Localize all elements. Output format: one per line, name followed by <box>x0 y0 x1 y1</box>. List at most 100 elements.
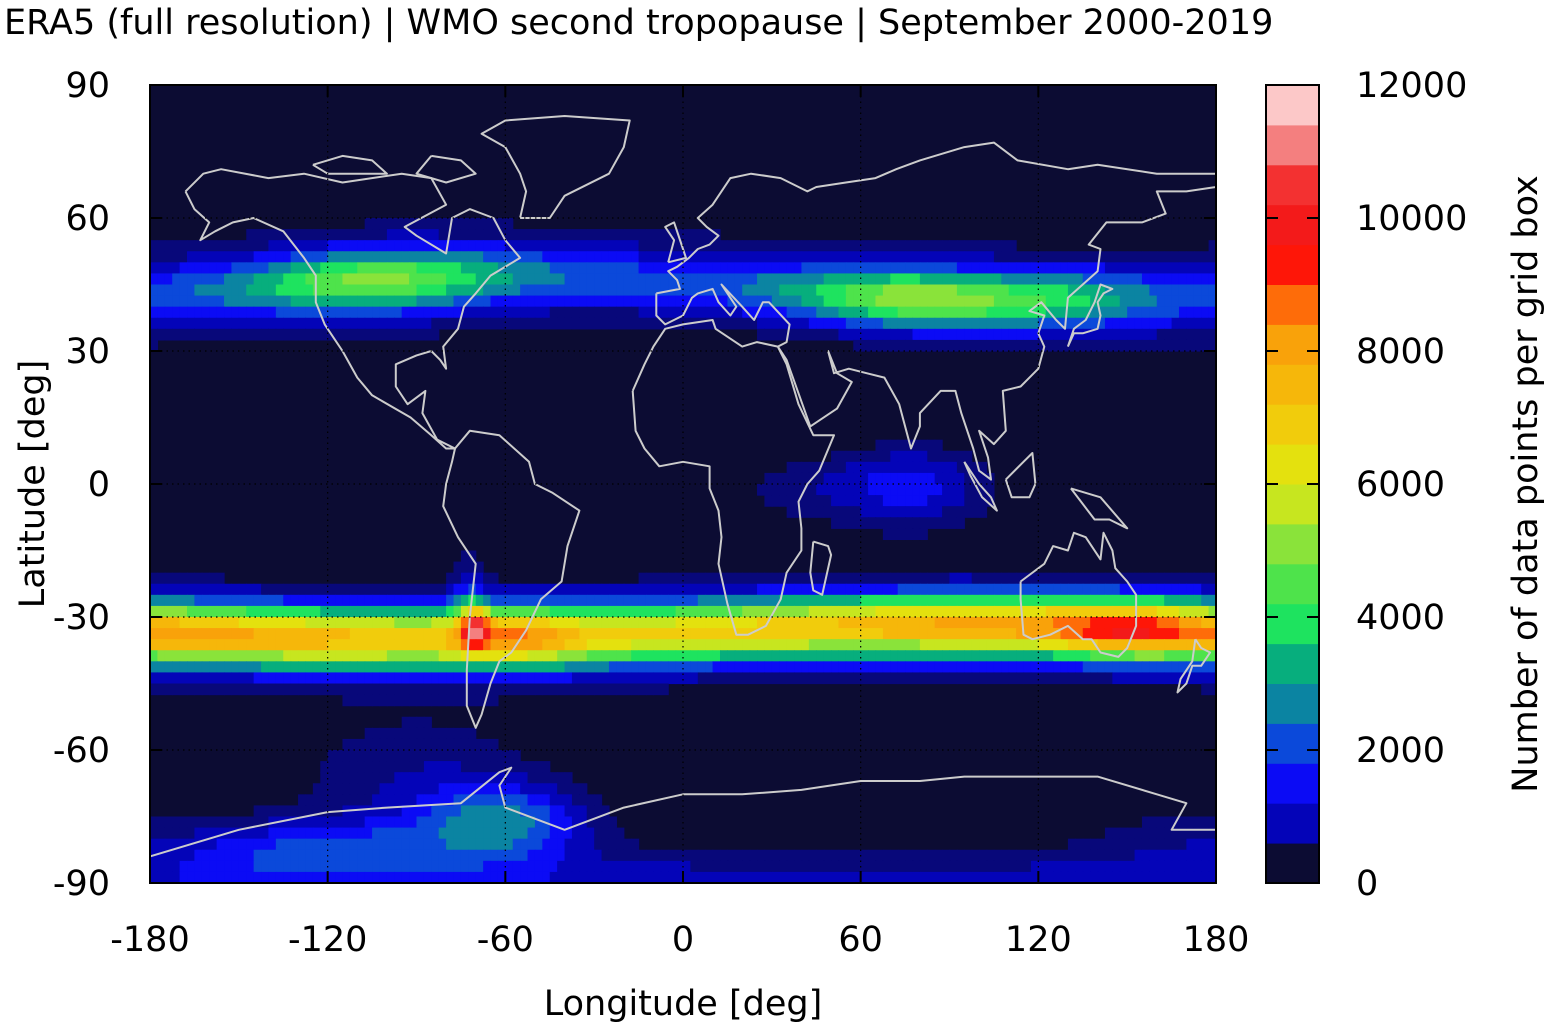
field-cell <box>786 860 795 873</box>
field-cell <box>653 273 662 286</box>
field-cell <box>1045 849 1054 862</box>
field-cell <box>816 605 825 618</box>
field-cell <box>860 295 869 308</box>
colorbar-bin <box>1266 244 1319 285</box>
field-cell <box>1082 628 1091 640</box>
field-cell <box>261 605 270 618</box>
field-cell <box>542 306 551 319</box>
field-cell <box>734 650 743 662</box>
field-cell <box>1178 860 1187 873</box>
field-cell <box>697 583 706 596</box>
coastline <box>1004 452 1037 499</box>
field-cell <box>238 328 247 341</box>
field-cell <box>520 871 529 883</box>
field-cell <box>209 605 218 618</box>
field-cell <box>845 240 854 252</box>
field-cell <box>320 295 329 308</box>
field-cell <box>542 617 551 629</box>
field-cell <box>312 639 321 651</box>
field-cell <box>320 273 329 286</box>
field-cell <box>394 871 403 883</box>
field-cell <box>401 605 410 618</box>
field-cell <box>831 262 840 275</box>
field-cell <box>261 683 270 696</box>
field-cell <box>668 650 677 662</box>
field-cell <box>231 639 240 651</box>
field-cell <box>557 860 566 873</box>
field-cell <box>823 672 832 685</box>
field-cell <box>1060 328 1069 341</box>
field-cell <box>986 572 995 585</box>
field-cell <box>475 617 484 629</box>
field-cell <box>1008 240 1017 252</box>
field-cell <box>919 860 928 873</box>
field-cell <box>475 306 484 319</box>
field-cell <box>845 317 854 330</box>
field-cell <box>246 628 255 640</box>
field-cell <box>831 328 840 341</box>
field-cell <box>283 860 292 873</box>
field-cell <box>431 306 440 319</box>
field-cell <box>1178 306 1187 319</box>
field-cell <box>919 639 928 651</box>
field-cell <box>379 860 388 873</box>
field-cell <box>786 251 795 263</box>
field-cell <box>534 594 543 607</box>
field-cell <box>150 262 158 275</box>
field-cell <box>401 306 410 319</box>
field-cell <box>364 594 373 607</box>
field-cell <box>372 761 381 773</box>
field-cell <box>401 838 410 851</box>
field-cell <box>905 583 914 596</box>
field-cell <box>246 284 255 297</box>
field-cell <box>460 805 469 818</box>
field-cell <box>150 284 158 297</box>
field-cell <box>253 849 262 862</box>
field-cell <box>882 617 891 629</box>
field-cell <box>342 827 351 840</box>
field-cell <box>979 650 988 662</box>
field-cell <box>305 583 314 596</box>
field-cell <box>349 827 358 840</box>
field-cell <box>246 860 255 873</box>
field-cell <box>534 838 543 851</box>
field-cell <box>224 328 233 341</box>
field-cell <box>934 251 943 263</box>
field-cell <box>964 650 973 662</box>
field-cell <box>1045 639 1054 651</box>
field-cell <box>401 262 410 275</box>
field-cell <box>675 849 684 862</box>
field-cell <box>623 605 632 618</box>
field-cell <box>409 583 418 596</box>
field-cell <box>668 594 677 607</box>
field-cell <box>327 273 336 286</box>
field-cell <box>520 617 529 629</box>
field-cell <box>557 617 566 629</box>
field-cell <box>1016 628 1025 640</box>
field-cell <box>216 617 225 629</box>
field-cell <box>660 871 669 883</box>
field-cell <box>468 317 477 330</box>
field-cell <box>705 871 714 883</box>
field-cell <box>690 594 699 607</box>
field-cell <box>379 262 388 275</box>
field-cell <box>416 827 425 840</box>
field-cell <box>349 738 358 751</box>
field-cell <box>468 805 477 818</box>
field-cell <box>157 860 166 873</box>
field-cell <box>320 605 329 618</box>
field-cell <box>1053 328 1062 341</box>
field-cell <box>231 661 240 674</box>
field-cell <box>631 650 640 662</box>
field-cell <box>1164 328 1173 341</box>
field-cell <box>1201 827 1210 840</box>
field-cell <box>608 284 617 297</box>
field-cell <box>993 317 1002 330</box>
field-cell <box>890 295 899 308</box>
field-cell <box>971 251 980 263</box>
field-cell <box>342 251 351 263</box>
tick-marks <box>149 84 1217 884</box>
field-cell <box>1208 295 1216 308</box>
field-cell <box>298 273 307 286</box>
field-cell <box>224 661 233 674</box>
